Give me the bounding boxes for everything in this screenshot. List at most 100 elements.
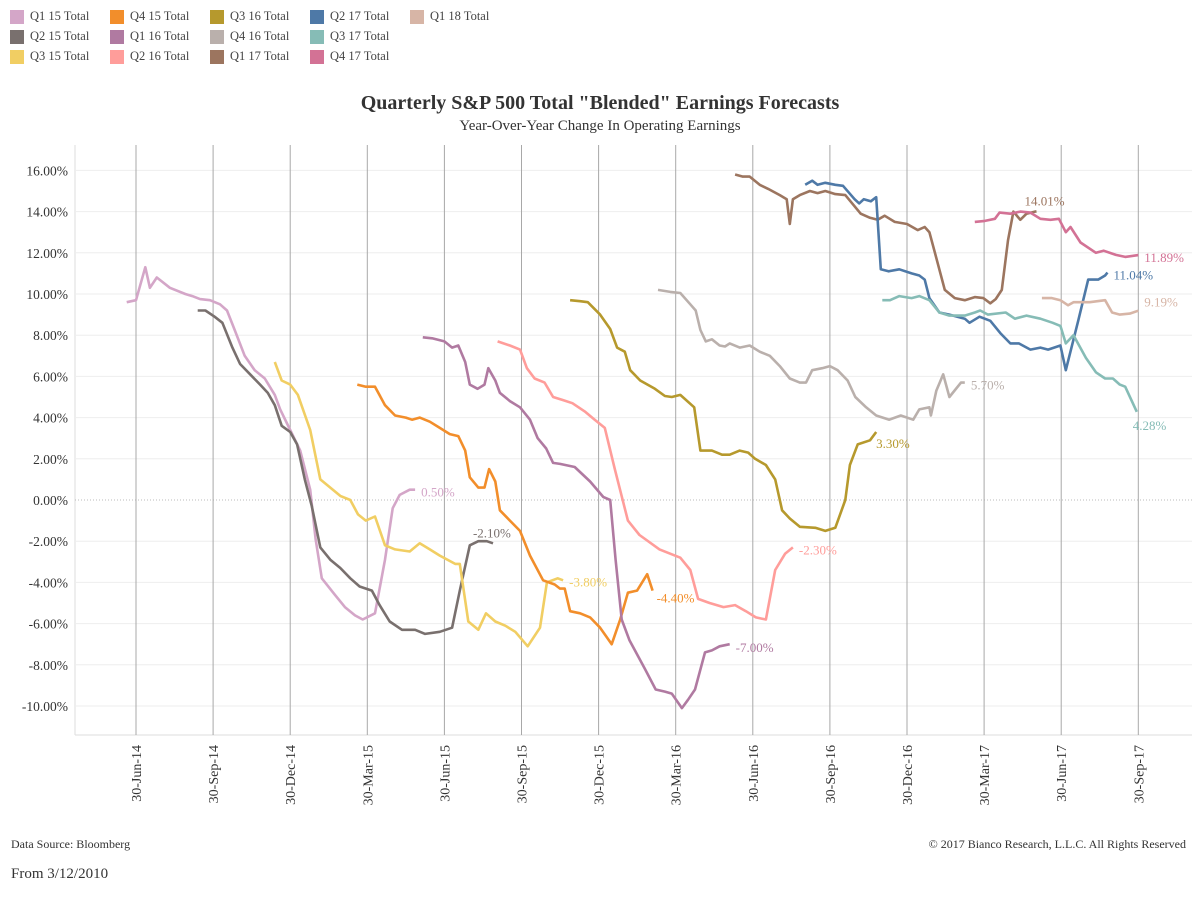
legend-label: Q3 16 Total — [230, 9, 290, 23]
legend-label: Q3 17 Total — [330, 29, 390, 43]
y-tick-label: -4.00% — [29, 575, 68, 590]
legend-label: Q4 16 Total — [230, 29, 290, 43]
x-tick-label: 30-Dec-15 — [593, 745, 608, 805]
legend-label: Q2 15 Total — [30, 29, 90, 43]
x-tick-label: 30-Mar-17 — [978, 745, 993, 805]
chart-legend: Q1 15 Total Q4 15 Total Q3 16 Total Q2 17 T… — [10, 8, 510, 65]
legend-item: Q1 15 Total — [10, 8, 110, 25]
legend-item: Q1 16 Total — [110, 28, 210, 45]
legend-swatch — [210, 49, 224, 64]
legend-swatch — [310, 29, 324, 44]
legend-swatch — [110, 49, 124, 64]
legend-label: Q1 17 Total — [230, 49, 290, 63]
legend-label: Q2 17 Total — [330, 9, 390, 23]
x-tick-label: 30-Sep-17 — [1132, 745, 1147, 803]
chart-title: Quarterly S&P 500 Total "Blended" Earnin… — [360, 92, 840, 114]
series-line-q2-17-total — [804, 179, 1109, 372]
y-tick-label: 16.00% — [26, 163, 68, 178]
legend-label: Q1 16 Total — [130, 29, 190, 43]
series-line-q1-17-total — [734, 173, 1037, 305]
series-line-q2-15-total — [197, 309, 494, 636]
legend-swatch — [10, 29, 24, 44]
series-end-label: -7.00% — [736, 640, 774, 655]
legend-item: Q2 17 Total — [310, 8, 410, 25]
legend-swatch — [110, 29, 124, 44]
series-end-label: 11.04% — [1113, 268, 1153, 283]
legend-item: Q2 16 Total — [110, 48, 210, 65]
x-tick-label: 30-Sep-14 — [207, 745, 222, 803]
series-line-q3-16-total — [569, 298, 878, 533]
x-tick-label: 30-Sep-16 — [824, 745, 839, 803]
series-end-label: 3.30% — [876, 436, 910, 451]
legend-item: Q4 15 Total — [110, 8, 210, 25]
y-tick-label: -2.00% — [29, 534, 68, 549]
series-end-label: 0.50% — [421, 485, 455, 500]
y-tick-label: 14.00% — [26, 205, 68, 220]
y-tick-label: 10.00% — [26, 287, 68, 302]
x-tick-label: 30-Mar-15 — [361, 745, 376, 805]
x-tick-label: 30-Jun-16 — [747, 745, 762, 802]
series-line-q4-15-total — [356, 383, 654, 646]
legend-item: Q3 16 Total — [210, 8, 310, 25]
y-tick-label: 12.00% — [26, 246, 68, 261]
legend-swatch — [310, 9, 324, 24]
x-tick-label: 30-Jun-15 — [438, 745, 453, 802]
legend-label: Q4 17 Total — [330, 49, 390, 63]
data-source: Data Source: Bloomberg — [11, 837, 131, 851]
series-line-q1-15-total — [126, 265, 416, 621]
series-end-label: 9.19% — [1144, 295, 1178, 310]
y-tick-label: 4.00% — [33, 411, 68, 426]
series-line-q1-18-total — [1041, 296, 1139, 316]
legend-label: Q3 15 Total — [30, 49, 90, 63]
y-tick-label: 8.00% — [33, 328, 68, 343]
legend-item: Q4 16 Total — [210, 28, 310, 45]
series-end-label: 14.01% — [1025, 193, 1065, 208]
series-line-q1-16-total — [422, 336, 730, 710]
legend-item: Q4 17 Total — [310, 48, 410, 65]
legend-item: Q1 18 Total — [410, 8, 510, 25]
series-line-q2-16-total — [497, 340, 794, 621]
legend-item: Q1 17 Total — [210, 48, 310, 65]
legend-item: Q3 17 Total — [310, 28, 410, 45]
y-tick-label: 2.00% — [33, 452, 68, 467]
y-tick-label: 6.00% — [33, 369, 68, 384]
legend-label: Q4 15 Total — [130, 9, 190, 23]
chart-subtitle: Year-Over-Year Change In Operating Earni… — [459, 118, 741, 134]
series-line-q3-17-total — [882, 294, 1138, 413]
legend-swatch — [210, 9, 224, 24]
series-end-label: -2.30% — [799, 542, 837, 557]
legend-swatch — [410, 9, 424, 24]
x-tick-label: 30-Mar-16 — [670, 745, 685, 805]
series-end-label: -4.40% — [657, 591, 695, 606]
series-end-label: 11.89% — [1144, 250, 1184, 265]
legend-swatch — [210, 29, 224, 44]
legend-label: Q1 18 Total — [430, 9, 490, 23]
series-line-q4-17-total — [974, 210, 1139, 259]
legend-item: Q3 15 Total — [10, 48, 110, 65]
series-line-q3-15-total — [273, 361, 564, 648]
x-tick-label: 30-Jun-14 — [130, 745, 145, 802]
x-tick-label: 30-Sep-15 — [516, 745, 531, 803]
series-end-label: -2.10% — [473, 525, 511, 540]
series-end-label: 5.70% — [971, 378, 1005, 393]
legend-swatch — [10, 9, 24, 24]
x-tick-label: 30-Dec-14 — [284, 745, 299, 805]
series-end-label: -3.80% — [569, 574, 607, 589]
legend-swatch — [110, 9, 124, 24]
x-tick-label: 30-Jun-17 — [1055, 745, 1070, 802]
y-tick-label: -6.00% — [29, 617, 68, 632]
y-tick-label: -8.00% — [29, 658, 68, 673]
legend-item: Q2 15 Total — [10, 28, 110, 45]
legend-swatch — [10, 49, 24, 64]
copyright: © 2017 Bianco Research, L.L.C. All Right… — [928, 837, 1186, 851]
legend-swatch — [310, 49, 324, 64]
from-date-note: From 3/12/2010 — [11, 866, 109, 882]
x-tick-label: 30-Dec-16 — [901, 745, 916, 805]
y-tick-label: -10.00% — [22, 699, 68, 714]
series-line-q4-16-total — [657, 288, 965, 421]
series-end-label: 4.28% — [1133, 418, 1167, 433]
y-tick-label: 0.00% — [33, 493, 68, 508]
legend-label: Q2 16 Total — [130, 49, 190, 63]
legend-label: Q1 15 Total — [30, 9, 90, 23]
